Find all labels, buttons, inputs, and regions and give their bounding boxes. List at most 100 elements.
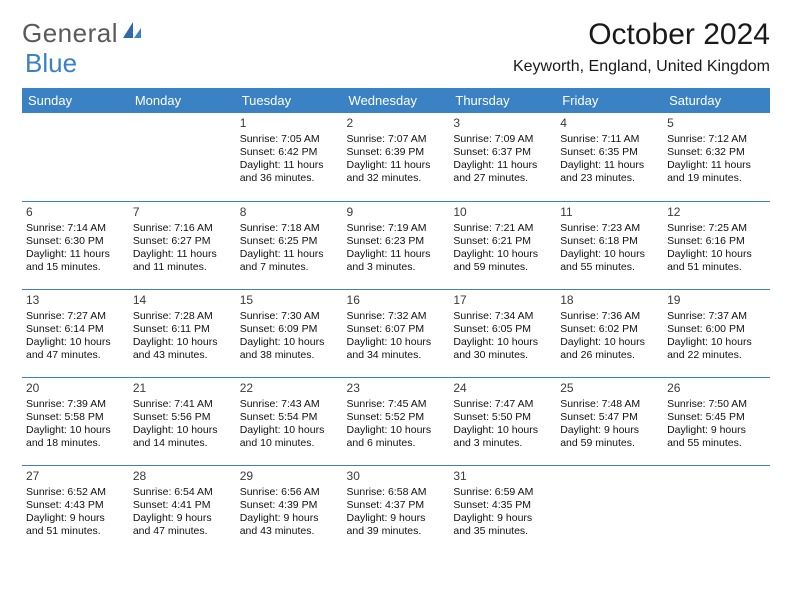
sunrise-text: Sunrise: 7:34 AM (453, 310, 552, 323)
day-number: 27 (26, 469, 125, 484)
sunset-text: Sunset: 6:00 PM (667, 323, 766, 336)
day-number: 1 (240, 116, 339, 131)
day-number: 7 (133, 205, 232, 220)
weekday-header-row: Sunday Monday Tuesday Wednesday Thursday… (22, 88, 770, 113)
location-text: Keyworth, England, United Kingdom (513, 58, 770, 76)
day-number: 28 (133, 469, 232, 484)
calendar-day-cell: 7 Sunrise: 7:16 AMSunset: 6:27 PMDaylight… (129, 201, 236, 289)
weekday-header: Tuesday (236, 88, 343, 113)
daylight-text: and 51 minutes. (26, 525, 125, 538)
calendar-day-cell: 20Sunrise: 7:39 AMSunset: 5:58 PMDayligh… (22, 377, 129, 465)
day-number: 22 (240, 381, 339, 396)
calendar-day-cell: 2Sunrise: 7:07 AMSunset: 6:39 PMDaylight… (343, 113, 450, 201)
daylight-text: and 11 minutes. (133, 261, 232, 274)
daylight-text: and 14 minutes. (133, 437, 232, 450)
calendar-day-cell: 23Sunrise: 7:45 AMSunset: 5:52 PMDayligh… (343, 377, 450, 465)
daylight-text: and 32 minutes. (347, 172, 446, 185)
sunset-text: Sunset: 6:16 PM (667, 235, 766, 248)
sunset-text: Sunset: 6:42 PM (240, 146, 339, 159)
sunrise-text: Sunrise: 7:14 AM (26, 222, 125, 235)
day-number: 12 (667, 205, 766, 220)
daylight-text: and 23 minutes. (560, 172, 659, 185)
sunrise-text: Sunrise: 7:25 AM (667, 222, 766, 235)
daylight-text: Daylight: 9 hours (453, 512, 552, 525)
sunrise-text: Sunrise: 7:28 AM (133, 310, 232, 323)
sunrise-text: Sunrise: 7:41 AM (133, 398, 232, 411)
daylight-text: and 3 minutes. (453, 437, 552, 450)
daylight-text: and 38 minutes. (240, 349, 339, 362)
sunrise-text: Sunrise: 7:16 AM (133, 222, 232, 235)
daylight-text: Daylight: 11 hours (240, 159, 339, 172)
day-number: 3 (453, 116, 552, 131)
daylight-text: and 27 minutes. (453, 172, 552, 185)
daylight-text: and 59 minutes. (453, 261, 552, 274)
calendar-day-cell: 16Sunrise: 7:32 AMSunset: 6:07 PMDayligh… (343, 289, 450, 377)
sunset-text: Sunset: 6:35 PM (560, 146, 659, 159)
sunset-text: Sunset: 6:27 PM (133, 235, 232, 248)
sunrise-text: Sunrise: 7:21 AM (453, 222, 552, 235)
daylight-text: Daylight: 9 hours (560, 424, 659, 437)
calendar-day-cell (22, 113, 129, 201)
sunrise-text: Sunrise: 7:11 AM (560, 133, 659, 146)
calendar-week-row: 1Sunrise: 7:05 AMSunset: 6:42 PMDaylight… (22, 113, 770, 201)
sunrise-text: Sunrise: 7:27 AM (26, 310, 125, 323)
sunset-text: Sunset: 6:05 PM (453, 323, 552, 336)
calendar-day-cell: 1Sunrise: 7:05 AMSunset: 6:42 PMDaylight… (236, 113, 343, 201)
daylight-text: and 55 minutes. (560, 261, 659, 274)
sunrise-text: Sunrise: 7:12 AM (667, 133, 766, 146)
daylight-text: and 55 minutes. (667, 437, 766, 450)
calendar-day-cell: 18Sunrise: 7:36 AMSunset: 6:02 PMDayligh… (556, 289, 663, 377)
sunset-text: Sunset: 6:39 PM (347, 146, 446, 159)
daylight-text: Daylight: 10 hours (133, 424, 232, 437)
sunset-text: Sunset: 6:11 PM (133, 323, 232, 336)
daylight-text: Daylight: 10 hours (347, 336, 446, 349)
calendar-week-row: 13Sunrise: 7:27 AMSunset: 6:14 PMDayligh… (22, 289, 770, 377)
day-number: 25 (560, 381, 659, 396)
daylight-text: Daylight: 9 hours (347, 512, 446, 525)
sunset-text: Sunset: 4:39 PM (240, 499, 339, 512)
daylight-text: and 47 minutes. (26, 349, 125, 362)
day-number: 5 (667, 116, 766, 131)
day-number: 10 (453, 205, 552, 220)
calendar-body: 1Sunrise: 7:05 AMSunset: 6:42 PMDaylight… (22, 113, 770, 553)
daylight-text: Daylight: 10 hours (453, 248, 552, 261)
calendar-day-cell: 8Sunrise: 7:18 AMSunset: 6:25 PMDaylight… (236, 201, 343, 289)
daylight-text: and 6 minutes. (347, 437, 446, 450)
day-number: 4 (560, 116, 659, 131)
daylight-text: and 22 minutes. (667, 349, 766, 362)
weekday-header: Thursday (449, 88, 556, 113)
daylight-text: Daylight: 10 hours (26, 336, 125, 349)
daylight-text: and 34 minutes. (347, 349, 446, 362)
daylight-text: Daylight: 11 hours (133, 248, 232, 261)
calendar-day-cell: 9Sunrise: 7:19 AMSunset: 6:23 PMDaylight… (343, 201, 450, 289)
calendar-day-cell: 28Sunrise: 6:54 AMSunset: 4:41 PMDayligh… (129, 465, 236, 553)
sunset-text: Sunset: 6:25 PM (240, 235, 339, 248)
calendar-day-cell: 10Sunrise: 7:21 AMSunset: 6:21 PMDayligh… (449, 201, 556, 289)
calendar-day-cell: 29Sunrise: 6:56 AMSunset: 4:39 PMDayligh… (236, 465, 343, 553)
daylight-text: and 3 minutes. (347, 261, 446, 274)
daylight-text: Daylight: 10 hours (560, 336, 659, 349)
daylight-text: and 59 minutes. (560, 437, 659, 450)
daylight-text: Daylight: 11 hours (560, 159, 659, 172)
sunrise-text: Sunrise: 6:59 AM (453, 486, 552, 499)
sunset-text: Sunset: 6:07 PM (347, 323, 446, 336)
sunrise-text: Sunrise: 6:54 AM (133, 486, 232, 499)
calendar-day-cell: 24Sunrise: 7:47 AMSunset: 5:50 PMDayligh… (449, 377, 556, 465)
daylight-text: Daylight: 9 hours (26, 512, 125, 525)
sunrise-text: Sunrise: 7:47 AM (453, 398, 552, 411)
calendar-day-cell: 25Sunrise: 7:48 AMSunset: 5:47 PMDayligh… (556, 377, 663, 465)
logo: General (22, 18, 143, 49)
calendar-day-cell: 13Sunrise: 7:27 AMSunset: 6:14 PMDayligh… (22, 289, 129, 377)
sunrise-text: Sunrise: 7:09 AM (453, 133, 552, 146)
sunrise-text: Sunrise: 7:19 AM (347, 222, 446, 235)
calendar-day-cell: 22Sunrise: 7:43 AMSunset: 5:54 PMDayligh… (236, 377, 343, 465)
daylight-text: and 43 minutes. (240, 525, 339, 538)
daylight-text: Daylight: 10 hours (560, 248, 659, 261)
calendar-day-cell: 5Sunrise: 7:12 AMSunset: 6:32 PMDaylight… (663, 113, 770, 201)
daylight-text: Daylight: 11 hours (347, 159, 446, 172)
daylight-text: and 39 minutes. (347, 525, 446, 538)
title-block: October 2024 Keyworth, England, United K… (513, 18, 770, 76)
daylight-text: Daylight: 11 hours (347, 248, 446, 261)
daylight-text: Daylight: 10 hours (453, 336, 552, 349)
sunset-text: Sunset: 5:50 PM (453, 411, 552, 424)
